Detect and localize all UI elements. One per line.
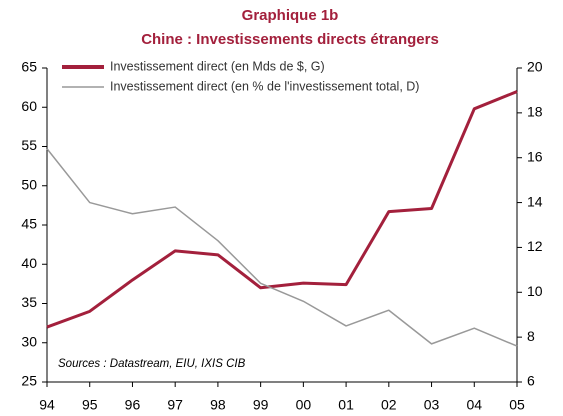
- series-line: [46, 148, 518, 347]
- series-line: [46, 90, 518, 329]
- x-tick-label: 94: [39, 397, 55, 413]
- y2-tick-label: 8: [527, 328, 535, 344]
- x-tick-label: 05: [509, 397, 525, 413]
- y2-tick-label: 12: [527, 238, 543, 254]
- y2-tick-label: 10: [527, 283, 543, 299]
- y-tick-label: 60: [21, 98, 37, 114]
- x-tick-label: 01: [338, 397, 354, 413]
- y2-tick-label: 6: [527, 373, 535, 389]
- y2-tick-label: 14: [527, 193, 543, 209]
- annotation: Sources : Datastream, EIU, IXIS CIB: [58, 358, 246, 370]
- y2-tick-label: 18: [527, 104, 543, 120]
- x-tick-label: 97: [167, 397, 183, 413]
- legend-label: Investissement direct (en Mds de $, G): [110, 59, 325, 73]
- x-tick-label: 04: [466, 397, 482, 413]
- x-tick-label: 03: [424, 397, 440, 413]
- legend-label: Investissement direct (en % de l'investi…: [110, 79, 419, 93]
- x-tick-label: 95: [82, 397, 98, 413]
- y-tick-label: 65: [21, 59, 37, 75]
- y-tick-label: 40: [21, 255, 37, 271]
- x-tick-label: 99: [253, 397, 269, 413]
- y-tick-label: 55: [21, 137, 37, 153]
- x-tick-label: 02: [381, 397, 397, 413]
- y-tick-label: 35: [21, 294, 37, 310]
- x-tick-label: 96: [125, 397, 141, 413]
- chart-title: Graphique 1b: [242, 7, 339, 24]
- x-tick-label: 98: [210, 397, 226, 413]
- y-tick-label: 25: [21, 373, 37, 389]
- y-tick-label: 50: [21, 176, 37, 192]
- y2-tick-label: 20: [527, 59, 543, 75]
- y2-tick-label: 16: [527, 148, 543, 164]
- y-tick-label: 45: [21, 216, 37, 232]
- y-tick-label: 30: [21, 333, 37, 349]
- chart-subtitle: Chine : Investissements directs étranger…: [141, 31, 439, 48]
- x-tick-label: 00: [296, 397, 312, 413]
